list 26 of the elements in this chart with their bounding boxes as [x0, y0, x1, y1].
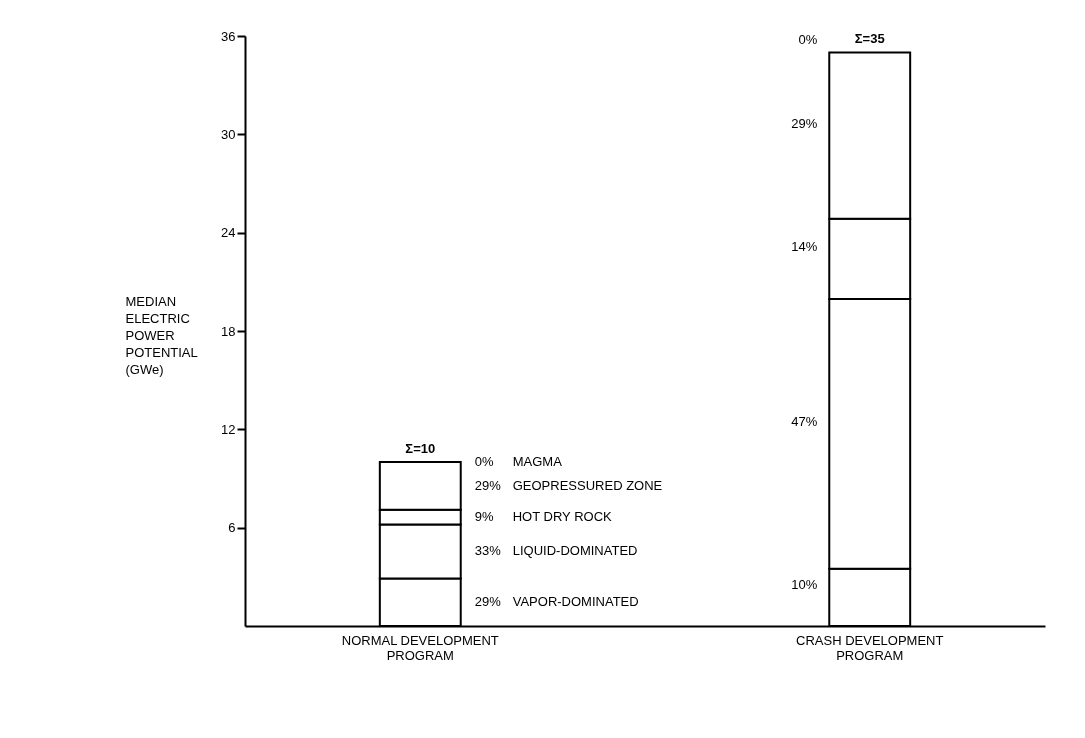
y-tick-label: 24	[221, 225, 236, 241]
annotation: GEOPRESSURED ZONE	[512, 477, 663, 493]
annotation: HOT DRY ROCK	[512, 509, 613, 525]
y-tick-label: 12	[221, 421, 236, 437]
annotation: LIQUID-DOMINATED	[512, 543, 638, 559]
total-label: Σ=10	[405, 441, 436, 457]
y-tick-label: 6	[228, 520, 236, 536]
annotation: 14%	[791, 238, 818, 254]
annotation: 0%	[798, 32, 818, 48]
y-axis-title: MEDIAN ELECTRIC POWER POTENTIAL (GWe)	[125, 294, 198, 377]
annotation: 29%	[791, 115, 818, 131]
x-tick-label: NORMAL DEVELOPMENT PROGRAM	[341, 632, 499, 663]
annotation: 0%	[474, 454, 494, 470]
y-tick-label: 30	[221, 126, 236, 142]
annotation: MAGMA	[512, 454, 563, 470]
annotation: 29%	[474, 594, 502, 610]
annotation: 33%	[474, 543, 502, 559]
y-tick-label: 36	[221, 28, 236, 44]
annotation: 29%	[474, 477, 502, 493]
x-tick-label: CRASH DEVELOPMENT PROGRAM	[796, 632, 944, 663]
annotation: 9%	[474, 509, 494, 525]
total-label: Σ=35	[854, 31, 885, 47]
annotation: 10%	[791, 577, 818, 593]
y-tick-label: 18	[221, 323, 236, 339]
annotation: VAPOR-DOMINATED	[512, 594, 639, 610]
annotation: 47%	[791, 413, 818, 429]
